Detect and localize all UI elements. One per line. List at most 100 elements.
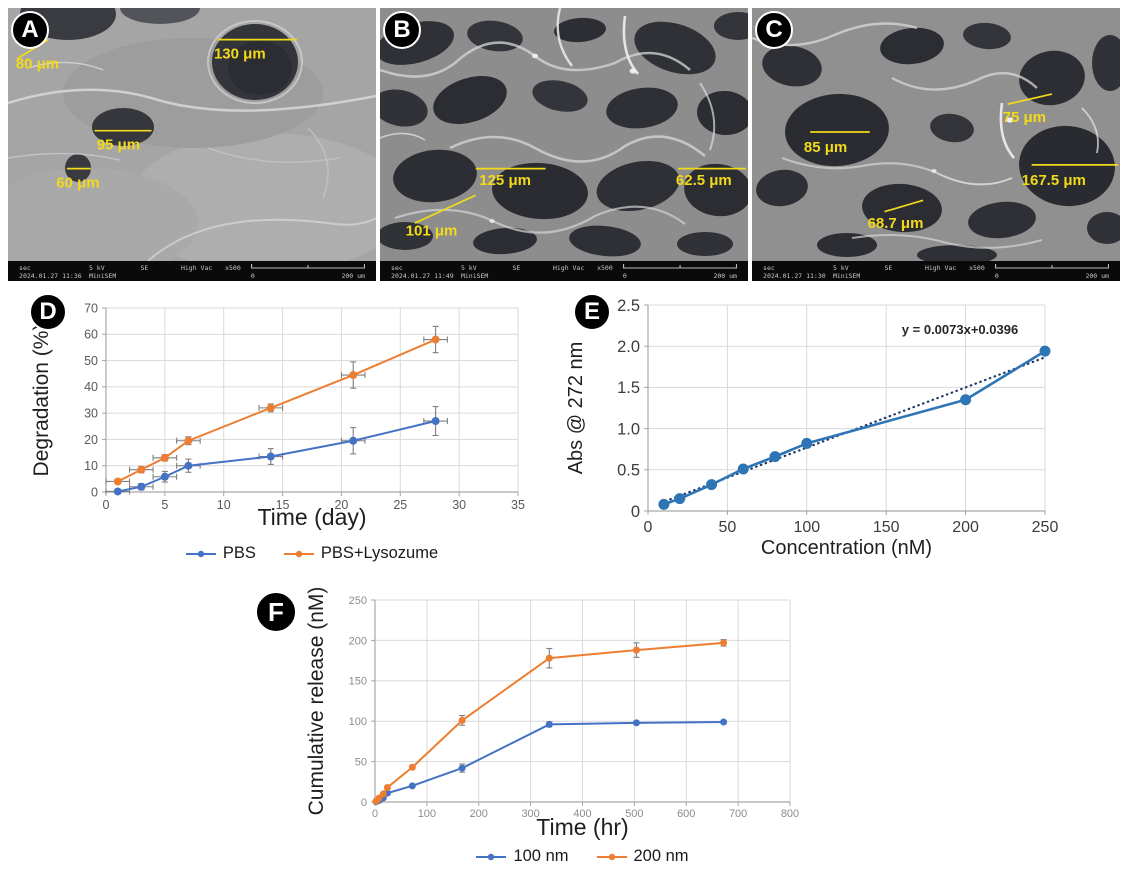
scale-label: 200 um bbox=[1085, 272, 1109, 280]
sem-statusbar-b: sec 5 kV SE High Vac x500 2024.01.27 11:… bbox=[380, 261, 748, 281]
status-device: MiniSEM bbox=[460, 272, 489, 280]
x-tick-label: 150 bbox=[873, 519, 900, 536]
measurement-label: 167.5 μm bbox=[1022, 172, 1086, 189]
measurement-line bbox=[414, 194, 477, 224]
x-tick-label: 300 bbox=[521, 808, 539, 820]
legend-item-100 nm: 100 nm bbox=[476, 847, 569, 866]
y-tick-label: 1.5 bbox=[617, 379, 640, 397]
y-tick-label: 0 bbox=[361, 797, 367, 809]
measurement-label: 75 μm bbox=[1003, 109, 1046, 126]
series-markers-Abs @ 272 nm bbox=[658, 345, 1051, 510]
y-tick-label: 0 bbox=[631, 503, 640, 521]
status-vacuum: High Vac bbox=[924, 264, 957, 272]
legend-F: 100 nm 200 nm bbox=[375, 847, 790, 866]
status-mode: sec bbox=[391, 264, 403, 272]
legend-marker-icon bbox=[283, 550, 314, 557]
scale-label: 200 um bbox=[713, 272, 737, 280]
x-tick-label: 10 bbox=[217, 498, 231, 512]
sem-panel-b: 125 μm 62.5 μm 101 μm sec 5 kV SE High Vac… bbox=[380, 8, 748, 281]
x-axis-title: Time (day) bbox=[257, 504, 366, 530]
scale-bar bbox=[994, 264, 1109, 269]
y-tick-label: 0.5 bbox=[617, 462, 640, 480]
legend-marker-icon bbox=[596, 853, 627, 860]
sem-annotations-c: 75 μm 85 μm 167.5 μm 68.7 μm bbox=[804, 93, 1119, 232]
measurement-label: 85 μm bbox=[804, 139, 847, 156]
y-tick-label: 60 bbox=[84, 328, 98, 342]
sem-statusbar-a: sec 5 kV SE High Vac x500 2024.01.27 11:… bbox=[8, 261, 376, 281]
chart-d-degradation: 0 5 10 15 20 25 30 35 0 10 20 30 40 50 60 70 Time (day) D… bbox=[20, 292, 565, 582]
y-tick-label: 0 bbox=[91, 485, 98, 499]
legend-label: 100 nm bbox=[513, 847, 569, 865]
status-mode: sec bbox=[763, 264, 775, 272]
x-tick-label: 0 bbox=[372, 808, 378, 820]
sem-panel-c: 75 μm 85 μm 167.5 μm 68.7 μm sec 5 kV SE Hi… bbox=[752, 8, 1120, 281]
y-tick-label: 1.0 bbox=[617, 420, 640, 438]
y-tick-label: 2.5 bbox=[617, 297, 640, 315]
measurement-label: 130 μm bbox=[214, 46, 266, 63]
panel-label-b: B bbox=[383, 11, 421, 49]
error-bars bbox=[373, 639, 727, 803]
panel-label-d: D bbox=[29, 293, 67, 331]
y-tick-label: 70 bbox=[84, 301, 98, 315]
y-tick-label: 10 bbox=[84, 459, 98, 473]
sem-image-b bbox=[380, 8, 748, 261]
legend-item-PBS+Lysozume: PBS+Lysozume bbox=[283, 544, 438, 563]
y-tick-label: 2.0 bbox=[617, 338, 640, 356]
series-line-Abs @ 272 nm bbox=[663, 350, 1046, 506]
chart-f-cumulative-release: 0 100 200 300 400 500 600 700 800 0 50 100 150 200 250… bbox=[230, 585, 870, 874]
y-tick-label: 50 bbox=[355, 756, 367, 768]
y-tick-label: 20 bbox=[84, 433, 98, 447]
series-markers-PBS+Lysozume bbox=[113, 335, 440, 486]
series-markers-200 nm bbox=[372, 639, 728, 805]
status-magnification: x500 bbox=[969, 264, 985, 272]
legend-label: 200 nm bbox=[633, 847, 689, 865]
status-magnification: x500 bbox=[597, 264, 613, 272]
status-voltage: 5 kV bbox=[460, 264, 477, 272]
y-axis-title: Degradation (%) bbox=[30, 324, 53, 477]
x-axis-title: Time (hr) bbox=[536, 814, 628, 840]
sem-image-c bbox=[752, 8, 1120, 261]
measurement-label: 125 μm bbox=[479, 172, 531, 189]
status-datetime: 2024.01.27 11:30 bbox=[763, 272, 826, 280]
x-tick-label: 50 bbox=[719, 519, 737, 536]
x-tick-label: 100 bbox=[793, 519, 820, 536]
measurement-label: 68.7 μm bbox=[868, 215, 924, 232]
y-tick-label: 30 bbox=[84, 407, 98, 421]
tick-labels: 0 5 10 15 20 25 30 35 0 10 20 30 40 50 60 70 bbox=[84, 301, 525, 512]
x-tick-label: 35 bbox=[511, 498, 525, 512]
status-vacuum: High Vac bbox=[180, 264, 213, 272]
chart-D-canvas: 0 5 10 15 20 25 30 35 0 10 20 30 40 50 60 70 Time (day) D… bbox=[30, 301, 525, 530]
y-tick-label: 100 bbox=[349, 716, 367, 728]
series-markers-PBS bbox=[113, 417, 440, 496]
status-datetime: 2024.01.27 11:36 bbox=[19, 272, 82, 280]
scale-zero: 0 bbox=[250, 272, 255, 280]
measurement-label: 101 μm bbox=[406, 223, 458, 240]
status-device: MiniSEM bbox=[88, 272, 117, 280]
measurement-line bbox=[1007, 93, 1053, 105]
y-tick-label: 150 bbox=[349, 676, 367, 688]
x-tick-label: 30 bbox=[452, 498, 466, 512]
x-axis-title: Concentration (nM) bbox=[761, 537, 932, 559]
status-voltage: 5 kV bbox=[88, 264, 105, 272]
legend-D: PBS PBS+Lysozume bbox=[106, 544, 518, 563]
status-voltage: 5 kV bbox=[832, 264, 849, 272]
chart-E-canvas: 0 50 100 150 200 250 0 0.5 1.0 1.5 2.0 2.5 y = 0.007… bbox=[565, 297, 1058, 559]
x-tick-label: 20 bbox=[334, 498, 348, 512]
trendline-equation: y = 0.0073x+0.0396 bbox=[902, 322, 1018, 337]
status-detector: SE bbox=[884, 264, 893, 272]
y-tick-label: 40 bbox=[84, 380, 98, 394]
measurement-label: 95 μm bbox=[97, 137, 140, 154]
scale-zero: 0 bbox=[622, 272, 627, 280]
sem-annotations-a: 80 μm 130 μm 95 μm 60 μm bbox=[16, 38, 297, 192]
sem-annotations-b: 125 μm 62.5 μm 101 μm bbox=[406, 167, 747, 240]
scale-label: 200 um bbox=[341, 272, 365, 280]
measurement-label: 80 μm bbox=[16, 56, 59, 73]
status-vacuum: High Vac bbox=[552, 264, 585, 272]
chart-F-canvas: 0 100 200 300 400 500 600 700 800 0 50 100 150 200 250… bbox=[305, 587, 799, 840]
panel-label-f: F bbox=[255, 591, 297, 633]
legend-item-PBS: PBS bbox=[185, 544, 256, 563]
x-tick-label: 25 bbox=[393, 498, 407, 512]
x-tick-label: 500 bbox=[625, 808, 643, 820]
legend-marker-icon bbox=[476, 853, 507, 860]
status-magnification: x500 bbox=[225, 264, 241, 272]
